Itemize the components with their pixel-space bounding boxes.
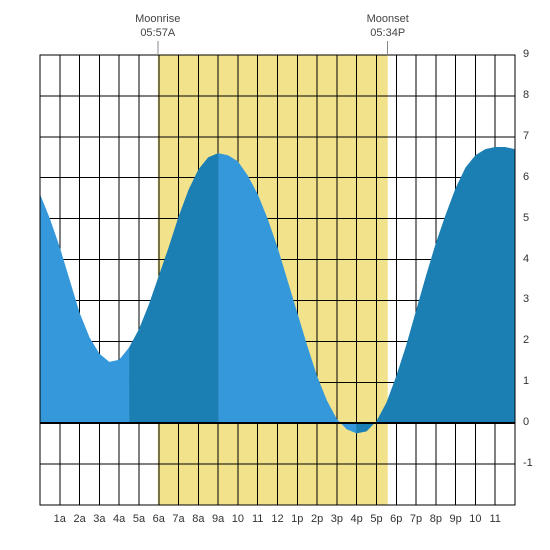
x-tick-label: 8p (427, 513, 445, 525)
x-tick-label: 1p (288, 513, 306, 525)
y-tick-label: 4 (523, 253, 529, 265)
x-tick-label: 10 (466, 513, 484, 525)
x-tick-label: 3a (90, 513, 108, 525)
x-tick-label: 4a (110, 513, 128, 525)
x-tick-label: 11 (249, 513, 267, 525)
moonset-label: Moonset05:34P (353, 12, 423, 41)
y-tick-label: 8 (523, 89, 529, 101)
y-tick-label: 1 (523, 375, 529, 387)
moonset-label-text: Moonset (353, 12, 423, 26)
x-tick-label: 11 (486, 513, 504, 525)
x-tick-label: 5a (130, 513, 148, 525)
x-tick-label: 7a (170, 513, 188, 525)
x-tick-label: 12 (269, 513, 287, 525)
x-tick-label: 8a (189, 513, 207, 525)
x-tick-label: 6a (150, 513, 168, 525)
x-tick-label: 7p (407, 513, 425, 525)
x-tick-label: 9p (447, 513, 465, 525)
y-tick-label: 6 (523, 171, 529, 183)
x-tick-label: 2p (308, 513, 326, 525)
y-tick-label: 7 (523, 130, 529, 142)
x-tick-label: 6p (387, 513, 405, 525)
moonrise-label: Moonrise05:57A (123, 12, 193, 41)
x-tick-label: 10 (229, 513, 247, 525)
x-tick-label: 2a (71, 513, 89, 525)
moonset-label-time: 05:34P (353, 26, 423, 40)
y-tick-label: 5 (523, 212, 529, 224)
x-tick-label: 1a (51, 513, 69, 525)
tide-chart: 1a2a3a4a5a6a7a8a9a1011121p2p3p4p5p6p7p8p… (0, 0, 550, 550)
x-tick-label: 9a (209, 513, 227, 525)
plot-area (0, 0, 550, 550)
moonrise-label-text: Moonrise (123, 12, 193, 26)
x-tick-label: 5p (367, 513, 385, 525)
moonrise-label-time: 05:57A (123, 26, 193, 40)
y-tick-label: 3 (523, 293, 529, 305)
y-tick-label: 2 (523, 334, 529, 346)
y-tick-label: 0 (523, 416, 529, 428)
y-tick-label: 9 (523, 48, 529, 60)
x-tick-label: 4p (348, 513, 366, 525)
x-tick-label: 3p (328, 513, 346, 525)
y-tick-label: -1 (523, 457, 533, 469)
